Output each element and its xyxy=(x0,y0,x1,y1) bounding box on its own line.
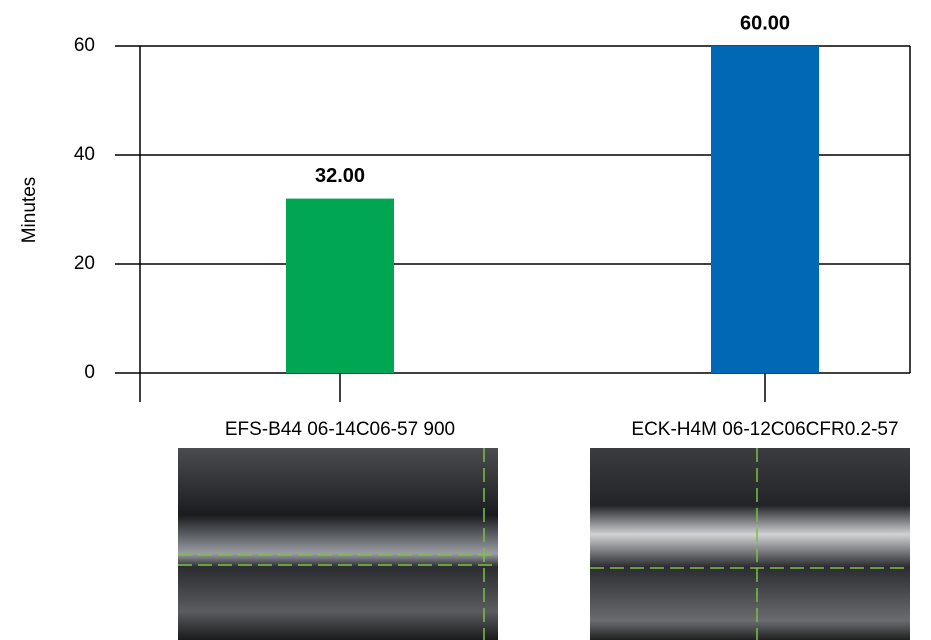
value-label: 60.00 xyxy=(740,12,790,34)
y-tick-label: 60 xyxy=(74,35,95,56)
photo-left xyxy=(178,448,498,640)
photo-right xyxy=(590,448,910,640)
x-tick-label: EFS-B44 06-14C06-57 900 xyxy=(225,419,455,440)
y-tick-label: 0 xyxy=(84,362,95,383)
x-tick-label: ECK-H4M 06-12C06CFR0.2-57 xyxy=(631,419,898,440)
y-tick-label: 20 xyxy=(74,253,95,274)
bar xyxy=(711,46,819,373)
bar xyxy=(286,199,394,373)
y-axis-label: Minutes xyxy=(19,177,40,244)
chart: Minutes 0 20 40 60 32.00 EFS-B44 06-14C06-57 … xyxy=(0,0,931,640)
value-label: 32.00 xyxy=(315,165,365,187)
y-tick-label: 40 xyxy=(74,144,95,165)
